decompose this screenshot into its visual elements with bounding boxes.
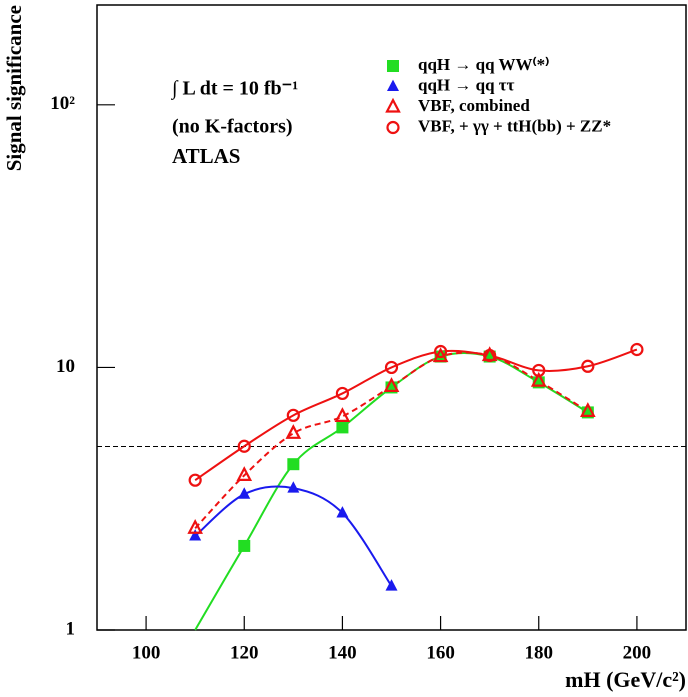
annotation: (no K-factors) <box>172 116 293 138</box>
legend-label: qqH → qq ττ <box>418 75 515 94</box>
y-tick-label: 1 <box>66 618 76 639</box>
legend-label: qqH → qq WW⁽*⁾ <box>418 55 549 74</box>
marker <box>335 386 350 401</box>
y-axis-label: Signal significance <box>2 5 26 171</box>
marker <box>530 371 547 387</box>
legend-marker <box>387 60 399 72</box>
marker <box>188 473 202 487</box>
x-tick-label: 100 <box>132 642 161 663</box>
marker <box>238 487 251 499</box>
marker <box>581 359 595 373</box>
annotation: ∫ L dt = 10 fb⁻¹ <box>170 78 298 101</box>
x-axis-label: mH (GeV/c²) <box>565 667 686 692</box>
series-line <box>194 348 638 482</box>
marker <box>237 439 251 453</box>
marker <box>287 481 300 493</box>
annotation: ATLAS <box>172 144 240 168</box>
legend-marker <box>385 97 401 113</box>
legend-label: VBF, + γγ + ttH(bb) + ZZ* <box>418 116 611 135</box>
marker <box>334 407 351 422</box>
marker <box>187 519 203 534</box>
legend-marker <box>387 79 399 91</box>
marker <box>580 402 596 417</box>
marker <box>385 579 398 591</box>
marker <box>189 529 202 541</box>
marker <box>236 466 253 481</box>
x-tick-label: 140 <box>328 642 357 663</box>
series-line <box>194 351 589 529</box>
marker <box>287 458 300 471</box>
y-tick-label: 10² <box>50 93 75 114</box>
y-tick-label: 10 <box>56 356 75 377</box>
marker <box>285 424 302 439</box>
marker <box>384 360 399 375</box>
series-line <box>194 352 589 631</box>
marker <box>238 539 251 552</box>
legend-marker <box>386 120 400 135</box>
x-tick-label: 180 <box>525 642 554 663</box>
marker <box>383 377 400 392</box>
marker <box>433 344 448 359</box>
marker <box>286 408 300 422</box>
x-tick-label: 200 <box>623 642 652 663</box>
marker <box>532 363 546 378</box>
marker <box>483 348 497 363</box>
marker <box>336 506 349 518</box>
plot-frame <box>96 4 687 631</box>
marker <box>630 342 644 357</box>
marker <box>336 421 349 434</box>
legend-label: VBF, combined <box>418 96 530 115</box>
series-line <box>194 485 393 587</box>
x-tick-label: 160 <box>426 642 455 663</box>
x-tick-label: 120 <box>230 642 259 663</box>
